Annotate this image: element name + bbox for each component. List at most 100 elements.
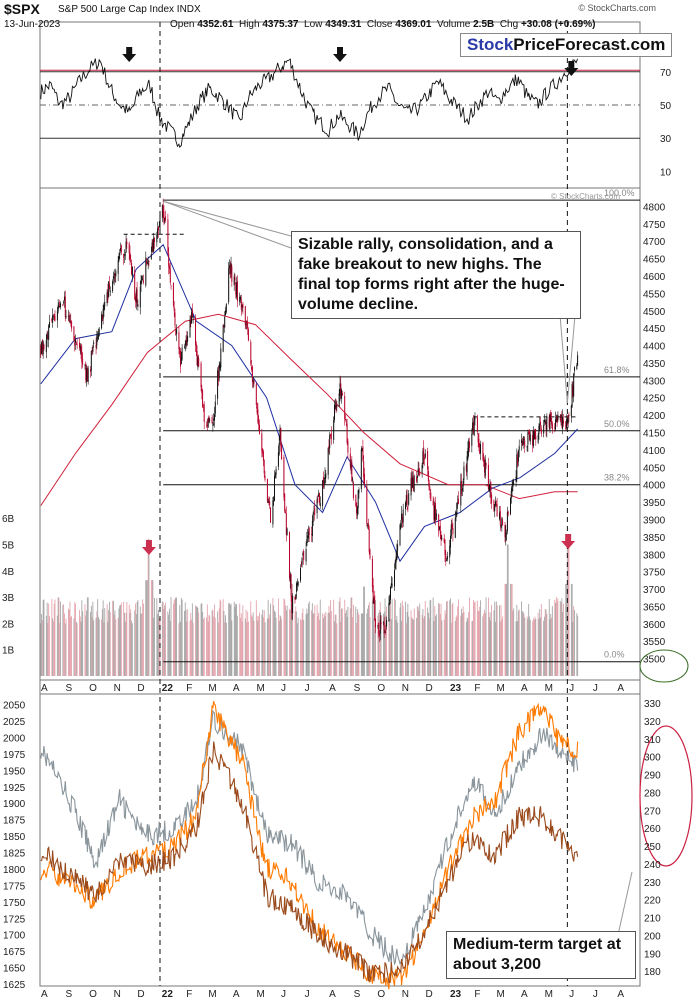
volume-bar <box>562 611 564 676</box>
candle-body <box>574 367 575 371</box>
date-axis-strip <box>39 679 641 695</box>
volume-bar <box>366 613 368 676</box>
ma-slow-line <box>40 313 578 506</box>
volume-bar <box>444 610 446 676</box>
volume-bar <box>109 601 110 676</box>
candle-body <box>418 469 420 471</box>
volume-bar <box>158 617 160 676</box>
candle-body <box>484 459 485 473</box>
candle-body <box>69 321 71 323</box>
volume-bar <box>577 615 579 676</box>
ratio-x-tick-3: N <box>114 989 121 1000</box>
ratio-x-tick-1: S <box>65 989 72 1000</box>
rsi-top-arrow <box>333 47 347 62</box>
volume-bar <box>48 603 50 676</box>
volume-bar <box>239 603 241 676</box>
volume-bar <box>195 606 197 676</box>
price-x-tick-2: O <box>89 683 97 694</box>
volume-bar <box>222 599 224 676</box>
volume-bar <box>518 610 519 676</box>
candle-body <box>267 500 269 503</box>
volume-bar <box>181 599 183 676</box>
volume-bar <box>192 622 194 676</box>
candle-body <box>424 457 425 460</box>
price-x-tick-22: J <box>569 683 574 694</box>
candle-body <box>379 633 380 636</box>
volume-bar <box>327 613 329 676</box>
volume-bar <box>180 621 181 676</box>
candle-body <box>119 252 121 256</box>
candle-body <box>485 462 487 466</box>
candle-body <box>106 292 108 303</box>
candle-body <box>450 524 452 537</box>
candle-body <box>135 296 136 302</box>
candle-body <box>358 489 360 494</box>
price-x-tick-8: A <box>233 683 240 694</box>
volume-bar <box>291 583 293 676</box>
volume-bar <box>108 610 110 676</box>
volume-bar <box>278 598 279 676</box>
volume-bar <box>517 621 519 676</box>
volume-bar <box>356 609 358 676</box>
candle-body <box>543 425 545 434</box>
candle-body <box>362 446 364 460</box>
volume-bar <box>224 622 226 676</box>
candle-body <box>419 471 421 475</box>
volume-bar <box>493 610 495 676</box>
candle-body <box>225 304 227 312</box>
volume-bar <box>208 615 210 676</box>
candle-body <box>479 449 481 454</box>
volume-bar <box>285 605 286 676</box>
volume-bar <box>427 607 429 676</box>
candle-body <box>223 325 225 328</box>
volume-bar <box>352 617 354 676</box>
volume-bar <box>98 616 99 676</box>
volume-bar <box>294 611 296 676</box>
candle-body <box>366 486 368 524</box>
candle-body <box>483 458 485 462</box>
ohlc-readout: Open 4352.61 High 4375.37 Low 4349.31 Cl… <box>170 19 595 30</box>
candle-body <box>153 237 155 252</box>
volume-bar <box>428 612 429 676</box>
candle-body <box>292 596 294 614</box>
volume-bar <box>483 613 485 676</box>
candle-body <box>389 598 391 604</box>
candle-body <box>289 576 291 582</box>
volume-bar <box>272 598 274 676</box>
candle-body <box>114 273 116 276</box>
open-value: 4352.61 <box>197 19 234 30</box>
candle-body <box>317 498 319 500</box>
candle-body <box>146 261 148 264</box>
watermark: © StockCharts.com <box>551 192 620 201</box>
candle-body <box>557 414 559 421</box>
candle-body <box>198 358 200 367</box>
candle-body <box>98 328 100 337</box>
volume-bar <box>372 599 374 676</box>
volume-bar <box>203 618 204 676</box>
price-tick-4550: 4550 <box>643 289 666 300</box>
ratio-right-tick-290: 290 <box>644 771 661 782</box>
price-x-tick-4: D <box>137 683 144 694</box>
volume-value: 2.5B <box>473 19 495 30</box>
price-x-tick-23: J <box>593 683 598 694</box>
candle-body <box>364 474 365 486</box>
candle-body <box>334 404 336 408</box>
volume-bar <box>533 618 534 676</box>
volume-bar <box>211 610 213 676</box>
candle-body <box>363 461 365 478</box>
volume-bar <box>510 583 512 676</box>
volume-bar <box>522 611 524 676</box>
volume-bar <box>92 601 94 676</box>
candle-body <box>53 314 55 317</box>
volume-bar <box>281 618 282 676</box>
candle-body <box>573 373 575 397</box>
candle-body <box>130 260 132 262</box>
volume-bar <box>330 610 332 676</box>
volume-bar <box>368 602 370 676</box>
candle-body <box>252 380 254 382</box>
candle-body <box>81 351 83 363</box>
candle-body <box>218 365 220 378</box>
volume-bar <box>191 619 192 676</box>
volume-bar <box>461 608 462 676</box>
price-x-tick-3: N <box>114 683 121 694</box>
